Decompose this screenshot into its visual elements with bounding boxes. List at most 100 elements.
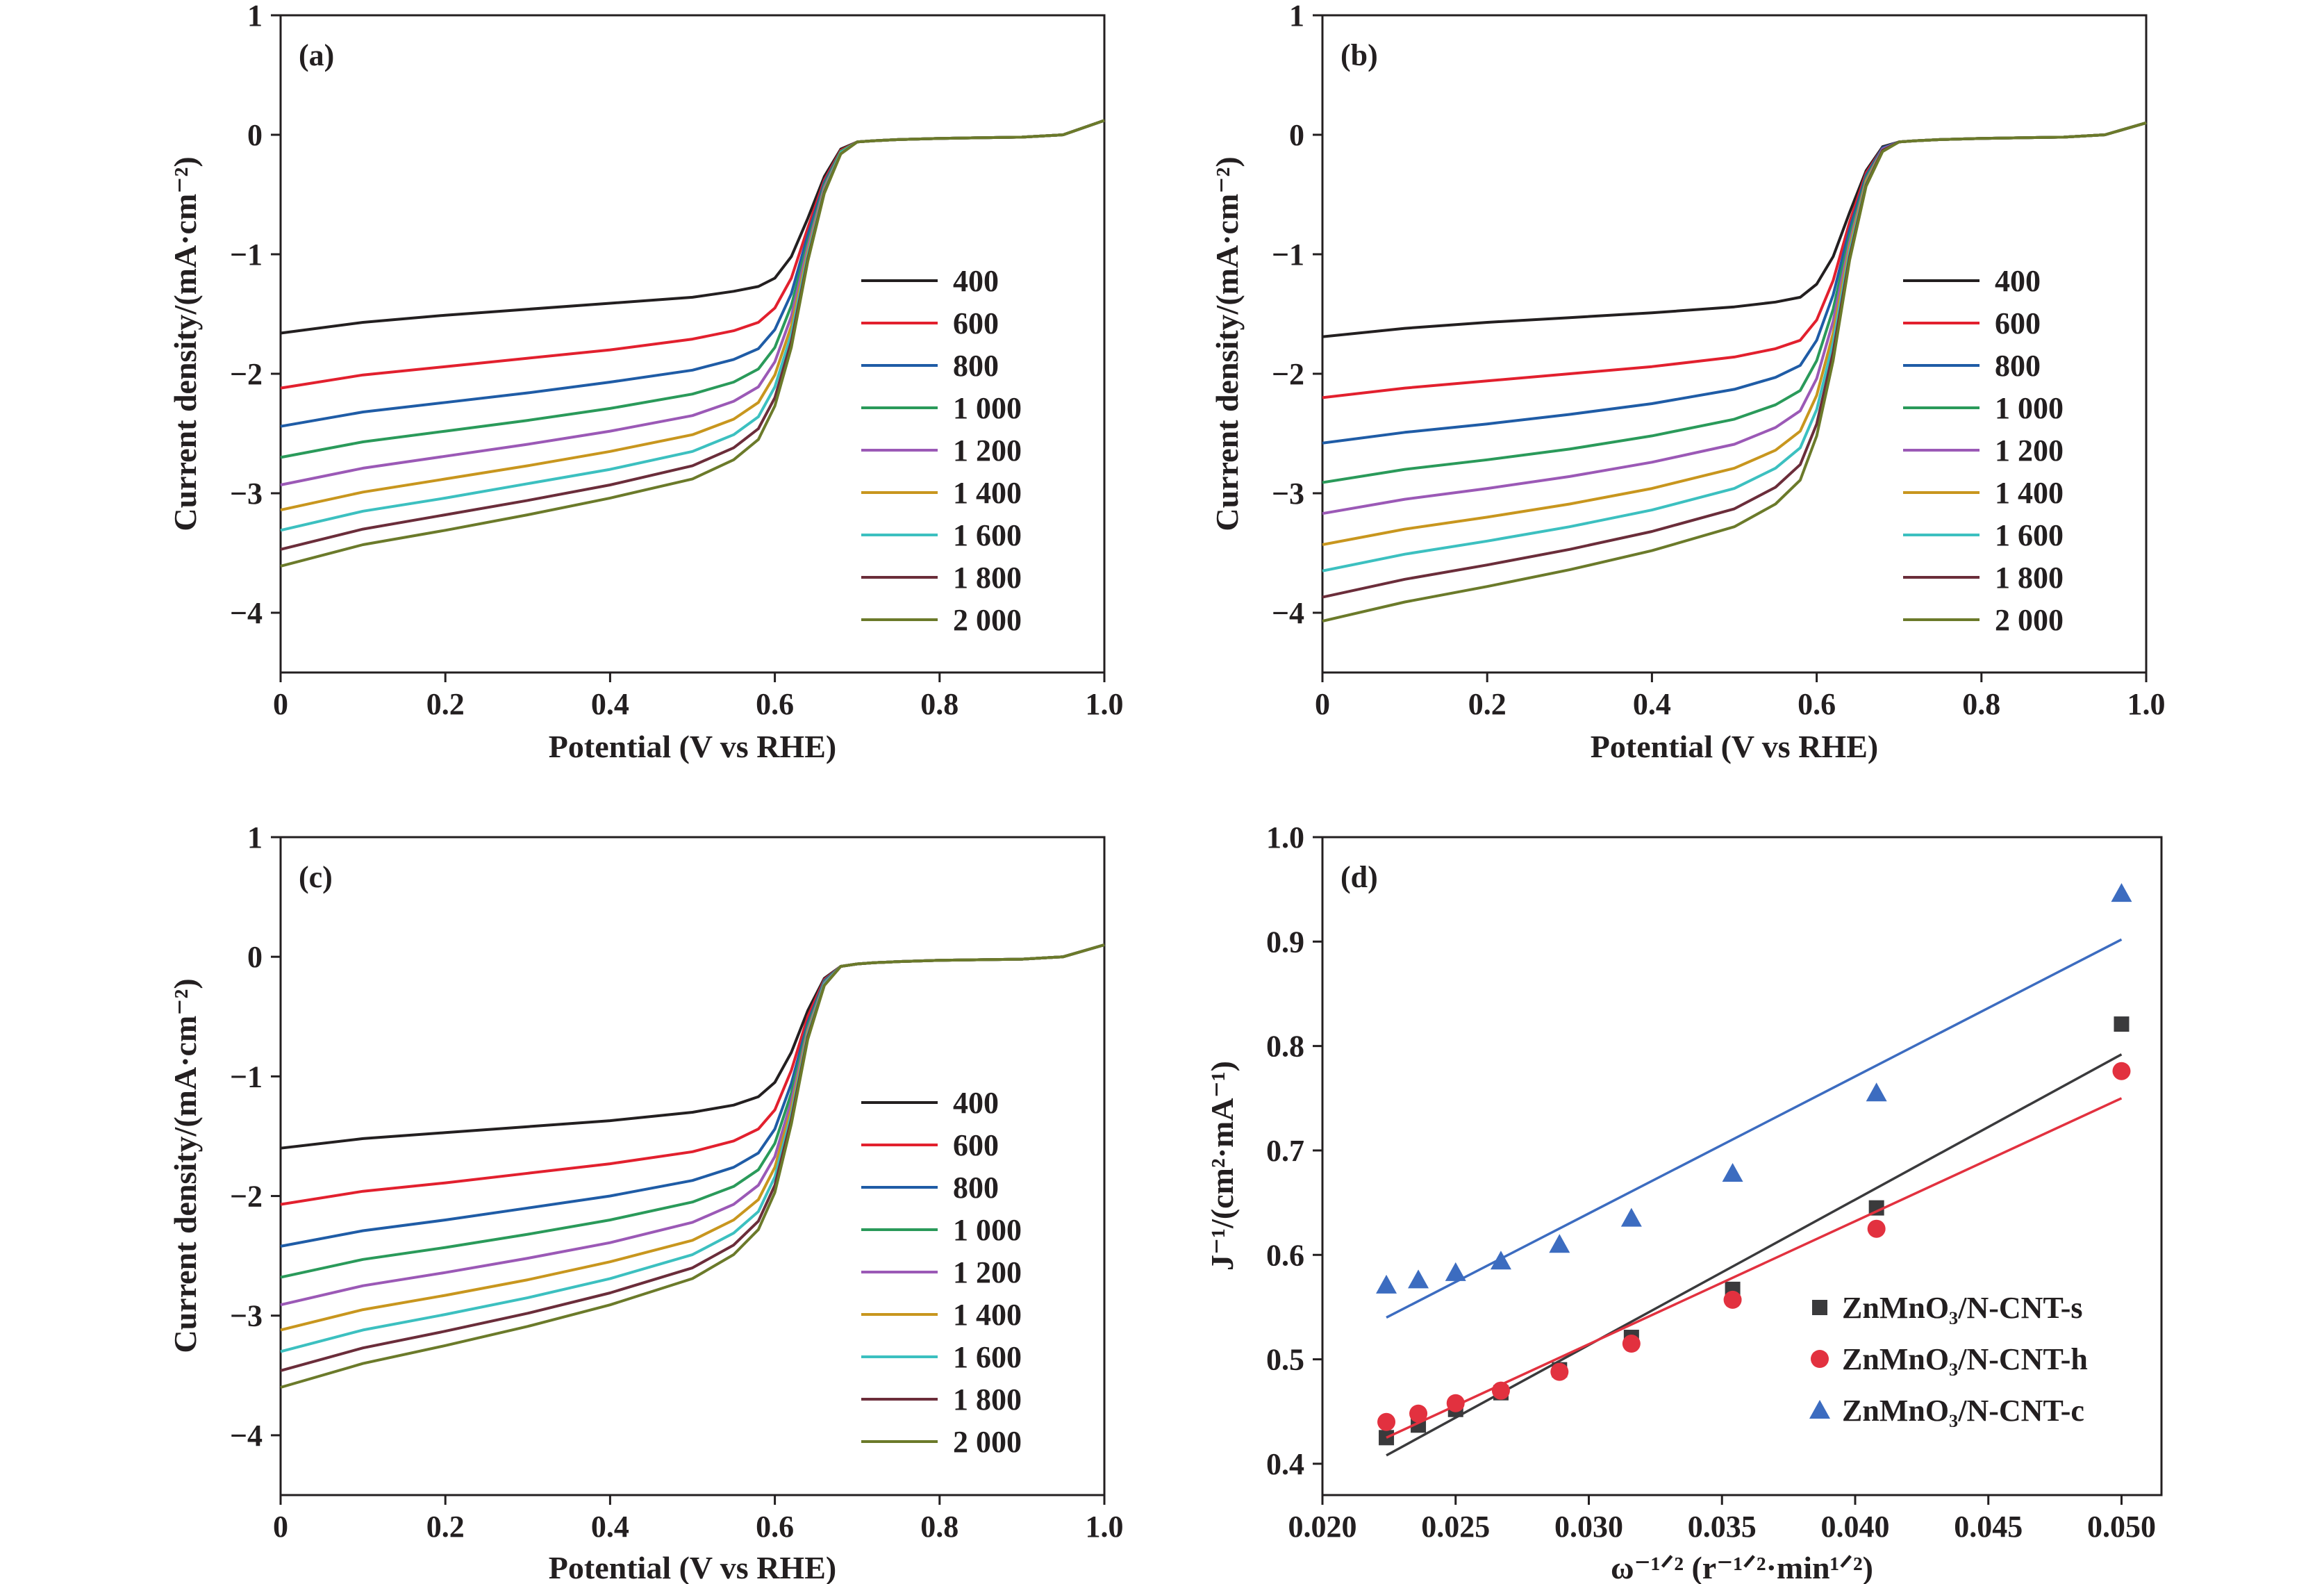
data-point bbox=[1622, 1335, 1641, 1353]
x-tick-label: 0.4 bbox=[591, 1510, 629, 1544]
data-point bbox=[2114, 1016, 2130, 1032]
x-tick-label: 0.2 bbox=[426, 687, 465, 721]
x-tick-label: 0.035 bbox=[1688, 1510, 1757, 1544]
x-tick-label: 0.4 bbox=[1633, 687, 1671, 721]
legend-label: 400 bbox=[1995, 264, 2041, 298]
legend-label: 2 000 bbox=[1995, 603, 2064, 637]
legend-label: 1 000 bbox=[1995, 391, 2064, 425]
legend-label: 1 600 bbox=[953, 518, 1022, 552]
y-tick-label: −1 bbox=[1272, 238, 1304, 272]
legend-label: 1 600 bbox=[1995, 518, 2064, 552]
y-tick-label: 1 bbox=[247, 820, 263, 855]
x-tick-label: 0.2 bbox=[1468, 687, 1507, 721]
x-tick-label: 0.040 bbox=[1820, 1510, 1889, 1544]
data-point bbox=[1550, 1362, 1569, 1381]
plot-frame bbox=[1321, 14, 2148, 674]
x-tick-label: 0 bbox=[1315, 687, 1330, 721]
legend-label: 1 000 bbox=[953, 1213, 1022, 1247]
legend-label: 1 800 bbox=[1995, 561, 2064, 595]
y-tick-label: 1.0 bbox=[1266, 820, 1304, 855]
y-tick-label: −1 bbox=[230, 1059, 263, 1094]
y-tick-label: −2 bbox=[1272, 357, 1304, 391]
x-tick-label: 1.0 bbox=[1086, 687, 1124, 721]
legend-label: 1 400 bbox=[953, 1298, 1022, 1332]
panel-b: 0 0.2 0.4 0.6 0.8 1.0 1 0 −1 −2 −3 −4 Potential (V v… bbox=[1209, 0, 2166, 764]
data-point bbox=[1723, 1290, 1742, 1309]
x-axis-title: Potential (V vs RHE) bbox=[549, 729, 836, 764]
legend-marker bbox=[1812, 1300, 1827, 1315]
x-tick-label: 0.6 bbox=[1798, 687, 1836, 721]
y-tick-label: −3 bbox=[230, 477, 263, 511]
legend-label: 1 600 bbox=[953, 1340, 1022, 1374]
plot-frame bbox=[279, 836, 1106, 1496]
y-tick-label: −4 bbox=[230, 596, 263, 630]
y-tick-label: 0.5 bbox=[1266, 1343, 1304, 1377]
y-axis-title: Current density/(mA·cm⁻²) bbox=[167, 978, 203, 1353]
data-point bbox=[1868, 1200, 1884, 1216]
panel-a: 0 0.2 0.4 0.6 0.8 1.0 1 0 −1 −2 −3 −4 Potential (V v… bbox=[167, 0, 1124, 764]
y-tick-label: 0 bbox=[247, 118, 263, 152]
panel-label: (a) bbox=[299, 38, 334, 72]
y-tick-label: 0.4 bbox=[1266, 1447, 1304, 1481]
x-tick-label: 0.4 bbox=[591, 687, 629, 721]
y-tick-label: −3 bbox=[1272, 477, 1304, 511]
fit-line bbox=[1386, 938, 2123, 1319]
legend-label: 1 000 bbox=[953, 391, 1022, 425]
x-tick-label: 0.030 bbox=[1554, 1510, 1623, 1544]
legend-label: 1 400 bbox=[953, 476, 1022, 510]
y-tick-label: 0.9 bbox=[1266, 925, 1304, 959]
y-tick-label: 1 bbox=[1289, 0, 1304, 33]
fit-line bbox=[1386, 1097, 2123, 1439]
series-line-2000 bbox=[280, 119, 1105, 568]
legend-label: 2 000 bbox=[953, 603, 1022, 637]
legend-label: 1 200 bbox=[953, 1255, 1022, 1289]
series-line-2000 bbox=[280, 943, 1105, 1389]
legend-label: 2 000 bbox=[953, 1425, 1022, 1459]
legend-label: 400 bbox=[953, 1086, 999, 1120]
x-tick-label: 0 bbox=[273, 1510, 288, 1544]
panel-label: (b) bbox=[1341, 38, 1378, 72]
series-line-600 bbox=[280, 943, 1105, 1206]
data-point bbox=[1620, 1207, 1642, 1227]
x-tick-label: 0.6 bbox=[756, 1510, 794, 1544]
data-point bbox=[1867, 1219, 1886, 1238]
data-point bbox=[1377, 1412, 1396, 1431]
y-tick-label: −3 bbox=[230, 1299, 263, 1333]
y-tick-label: 0.7 bbox=[1266, 1134, 1304, 1168]
x-tick-label: 1.0 bbox=[1086, 1510, 1124, 1544]
x-axis-title: ω⁻¹ᐟ² (r⁻¹ᐟ²·min¹ᐟ²) bbox=[1611, 1550, 1873, 1584]
x-tick-label: 0.020 bbox=[1288, 1510, 1357, 1544]
data-point bbox=[1445, 1262, 1466, 1281]
legend-label: 1 400 bbox=[1995, 476, 2064, 510]
data-point bbox=[1409, 1404, 1428, 1423]
data-point bbox=[1490, 1251, 1511, 1270]
series-line-600 bbox=[280, 119, 1105, 390]
y-tick-label: 0.6 bbox=[1266, 1238, 1304, 1272]
legend-label: 400 bbox=[953, 264, 999, 298]
legend-label: 600 bbox=[953, 306, 999, 340]
data-point bbox=[1491, 1381, 1510, 1400]
legend-label: 1 200 bbox=[1995, 434, 2064, 468]
y-tick-label: −2 bbox=[230, 1180, 263, 1214]
x-tick-label: 0.6 bbox=[756, 687, 794, 721]
data-point bbox=[1549, 1234, 1570, 1253]
x-tick-label: 0.045 bbox=[1954, 1510, 2023, 1544]
legend-label: ZnMnO₃/N-CNT-h bbox=[1842, 1342, 2088, 1376]
series-line-1200 bbox=[280, 119, 1105, 486]
x-tick-label: 0.025 bbox=[1421, 1510, 1490, 1544]
y-tick-label: 0 bbox=[247, 940, 263, 974]
legend-label: 800 bbox=[953, 1171, 999, 1205]
x-tick-label: 1.0 bbox=[2127, 687, 2166, 721]
legend-label: ZnMnO₃/N-CNT-s bbox=[1842, 1291, 2083, 1325]
y-tick-label: 0 bbox=[1289, 118, 1304, 152]
panel-d: 0.020 0.025 0.030 0.035 0.040 0.045 0.050 1.0 0.… bbox=[1204, 820, 2163, 1584]
y-tick-label: −4 bbox=[1272, 596, 1304, 630]
data-point bbox=[1722, 1163, 1743, 1182]
x-tick-label: 0.2 bbox=[426, 1510, 465, 1544]
y-tick-label: 0.8 bbox=[1266, 1030, 1304, 1064]
legend-label: 1 200 bbox=[953, 434, 1022, 468]
x-tick-label: 0.050 bbox=[2087, 1510, 2156, 1544]
y-tick-label: 1 bbox=[247, 0, 263, 33]
data-point bbox=[2112, 1062, 2131, 1080]
y-axis-title: Current density/(mA·cm⁻²) bbox=[167, 156, 203, 531]
